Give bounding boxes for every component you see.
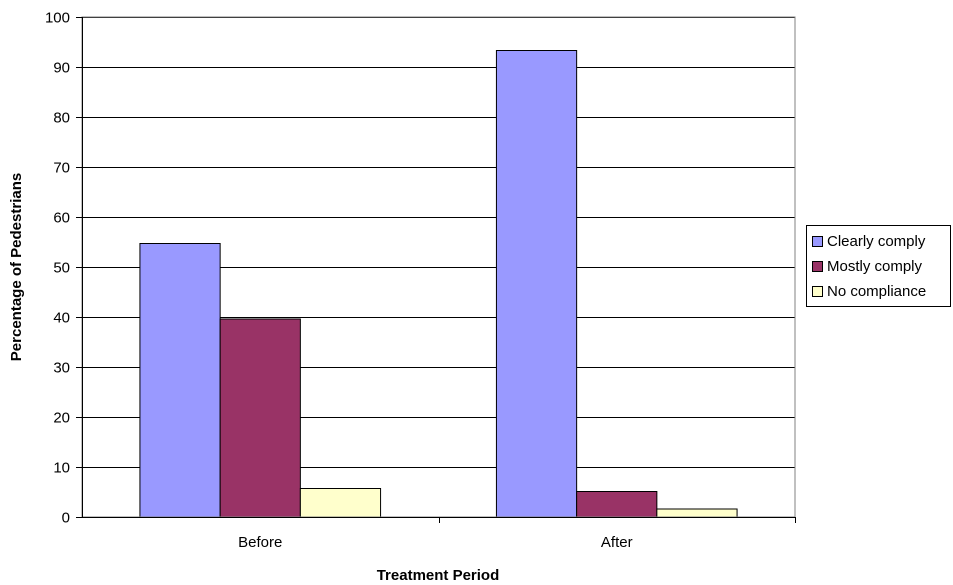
y-tick-label: 80 bbox=[53, 110, 70, 127]
y-tick-label: 90 bbox=[53, 60, 70, 77]
y-tick-label: 10 bbox=[53, 460, 70, 477]
legend-item: No compliance bbox=[812, 279, 947, 304]
legend-item: Mostly comply bbox=[812, 254, 947, 279]
bar-clearly-comply-after bbox=[495, 50, 578, 518]
y-axis-title: Percentage of Pedestrians bbox=[8, 173, 25, 361]
y-axis-ticks: 0 10 20 30 40 50 60 70 80 90 100 bbox=[45, 10, 82, 527]
y-tick-label: 30 bbox=[53, 360, 70, 377]
x-category-label: Before bbox=[238, 534, 282, 551]
legend-swatch bbox=[812, 236, 823, 247]
legend-label: Mostly comply bbox=[827, 258, 923, 275]
y-tick-label: 0 bbox=[62, 510, 70, 527]
legend-item: Clearly comply bbox=[812, 229, 947, 254]
bar-no-compliance-after bbox=[656, 508, 738, 518]
y-tick-label: 50 bbox=[53, 260, 70, 277]
bar-mostly-comply-before bbox=[219, 318, 301, 518]
x-axis-title: Treatment Period bbox=[377, 567, 500, 584]
legend-swatch bbox=[812, 286, 823, 297]
y-tick-label: 60 bbox=[53, 210, 70, 227]
y-tick-label: 20 bbox=[53, 410, 70, 427]
x-axis-categories: Before After bbox=[238, 517, 796, 551]
legend-label: No compliance bbox=[827, 283, 927, 300]
y-tick-label: 100 bbox=[45, 10, 70, 27]
bar-clearly-comply-before bbox=[139, 243, 221, 518]
bars bbox=[139, 50, 738, 518]
legend: Clearly comply Mostly comply No compliance bbox=[806, 225, 951, 307]
x-category-label: After bbox=[601, 534, 633, 551]
bar-mostly-comply-after bbox=[576, 491, 658, 518]
legend-label: Clearly comply bbox=[827, 233, 926, 250]
y-tick-label: 70 bbox=[53, 160, 70, 177]
y-tick-label: 40 bbox=[53, 310, 70, 327]
bar-no-compliance-before bbox=[299, 488, 382, 518]
legend-swatch bbox=[812, 261, 823, 272]
